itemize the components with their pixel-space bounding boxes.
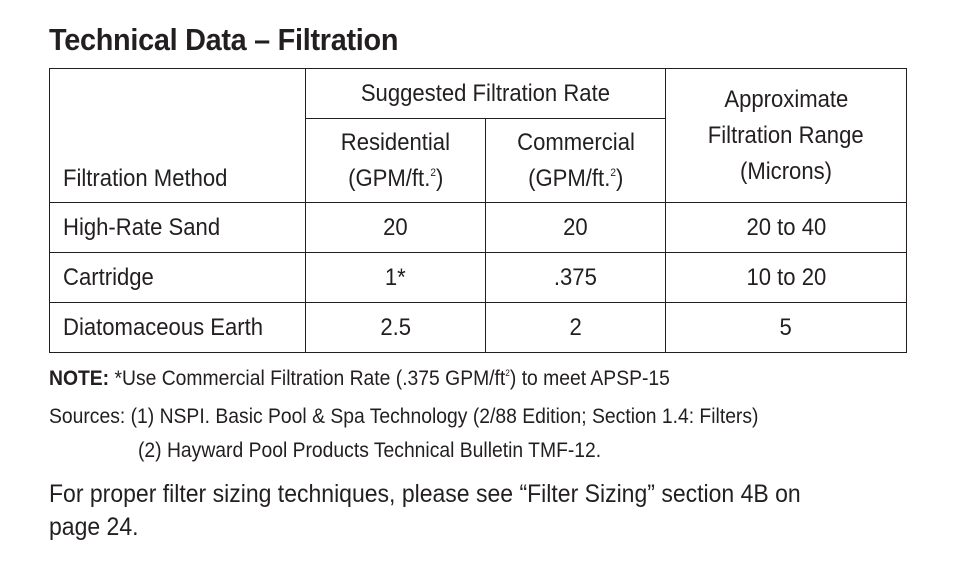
row-method: Cartridge — [49, 252, 306, 303]
page-title: Technical Data – Filtration — [49, 22, 399, 57]
row-commercial: .375 — [484, 252, 667, 303]
note-text: NOTE: *Use Commercial Filtration Rate (.… — [49, 367, 670, 391]
row-commercial: 2 — [484, 302, 667, 353]
note-body: *Use Commercial Filtration Rate (.375 GP… — [109, 367, 506, 390]
table-row: Cartridge 1* .375 10 to 20 — [49, 252, 908, 303]
header-filtration-range: Approximate Filtration Range (Microns) — [665, 68, 908, 203]
row-residential: 1* — [305, 252, 486, 303]
note-body-end: ) to meet APSP-15 — [509, 367, 670, 390]
header-suggested-rate: Suggested Filtration Rate — [304, 68, 667, 119]
row-method: High-Rate Sand — [49, 202, 306, 253]
note-superscript: 2 — [505, 368, 510, 378]
row-method: Diatomaceous Earth — [49, 302, 306, 353]
table-header-row-2: Residential (GPM/ft.2) Commercial (GPM/f… — [50, 118, 907, 203]
row-commercial: 20 — [484, 202, 667, 253]
filter-sizing-reference: For proper filter sizing techniques, ple… — [49, 480, 801, 541]
table-header-row-1: Filtration Method Suggested Filtration R… — [49, 68, 908, 203]
filtration-table: Filtration Method Suggested Filtration R… — [49, 68, 908, 353]
sources-line-2: (2) Hayward Pool Products Technical Bull… — [138, 439, 602, 462]
row-range: 5 — [665, 302, 908, 353]
row-residential: 2.5 — [305, 302, 486, 353]
row-range: 20 to 40 — [665, 202, 908, 253]
table-row: High-Rate Sand 20 20 20 to 40 — [49, 202, 908, 253]
sources-line-1: Sources: (1) NSPI. Basic Pool & Spa Tech… — [49, 405, 759, 428]
header-commercial: Commercial (GPM/ft.2) — [484, 118, 667, 203]
row-residential: 20 — [305, 202, 486, 253]
header-filtration-method: Filtration Method — [49, 68, 306, 203]
header-residential: Residential (GPM/ft.2) — [305, 118, 486, 203]
note-label: NOTE: — [49, 367, 110, 390]
row-range: 10 to 20 — [665, 252, 908, 303]
table-row: Diatomaceous Earth 2.5 2 5 — [49, 302, 908, 353]
